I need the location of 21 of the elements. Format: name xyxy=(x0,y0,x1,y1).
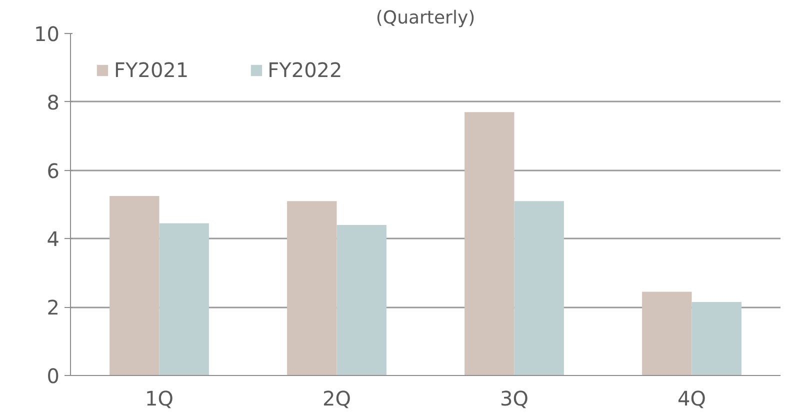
legend-label: FY2022 xyxy=(268,58,342,82)
chart-title: (Quarterly) xyxy=(376,8,476,28)
y-tick-label: 2 xyxy=(46,296,60,320)
x-tick-label: 4Q xyxy=(678,386,706,410)
x-tick-label: 1Q xyxy=(145,386,174,410)
bar xyxy=(514,201,564,376)
x-tick-label: 3Q xyxy=(500,386,528,410)
x-tick-label: 2Q xyxy=(322,386,351,410)
bar xyxy=(464,112,514,376)
legend-label: FY2021 xyxy=(114,58,189,82)
bar xyxy=(692,302,742,376)
bar xyxy=(110,196,160,376)
y-tick-label: 4 xyxy=(46,227,60,252)
bar xyxy=(336,225,386,376)
y-tick-label: 10 xyxy=(34,22,60,46)
bar xyxy=(287,201,337,376)
bar xyxy=(159,223,209,376)
y-tick-label: 6 xyxy=(46,158,60,183)
y-tick-label: 8 xyxy=(46,90,60,114)
bar xyxy=(642,292,692,376)
y-tick-label: 0 xyxy=(46,364,60,388)
